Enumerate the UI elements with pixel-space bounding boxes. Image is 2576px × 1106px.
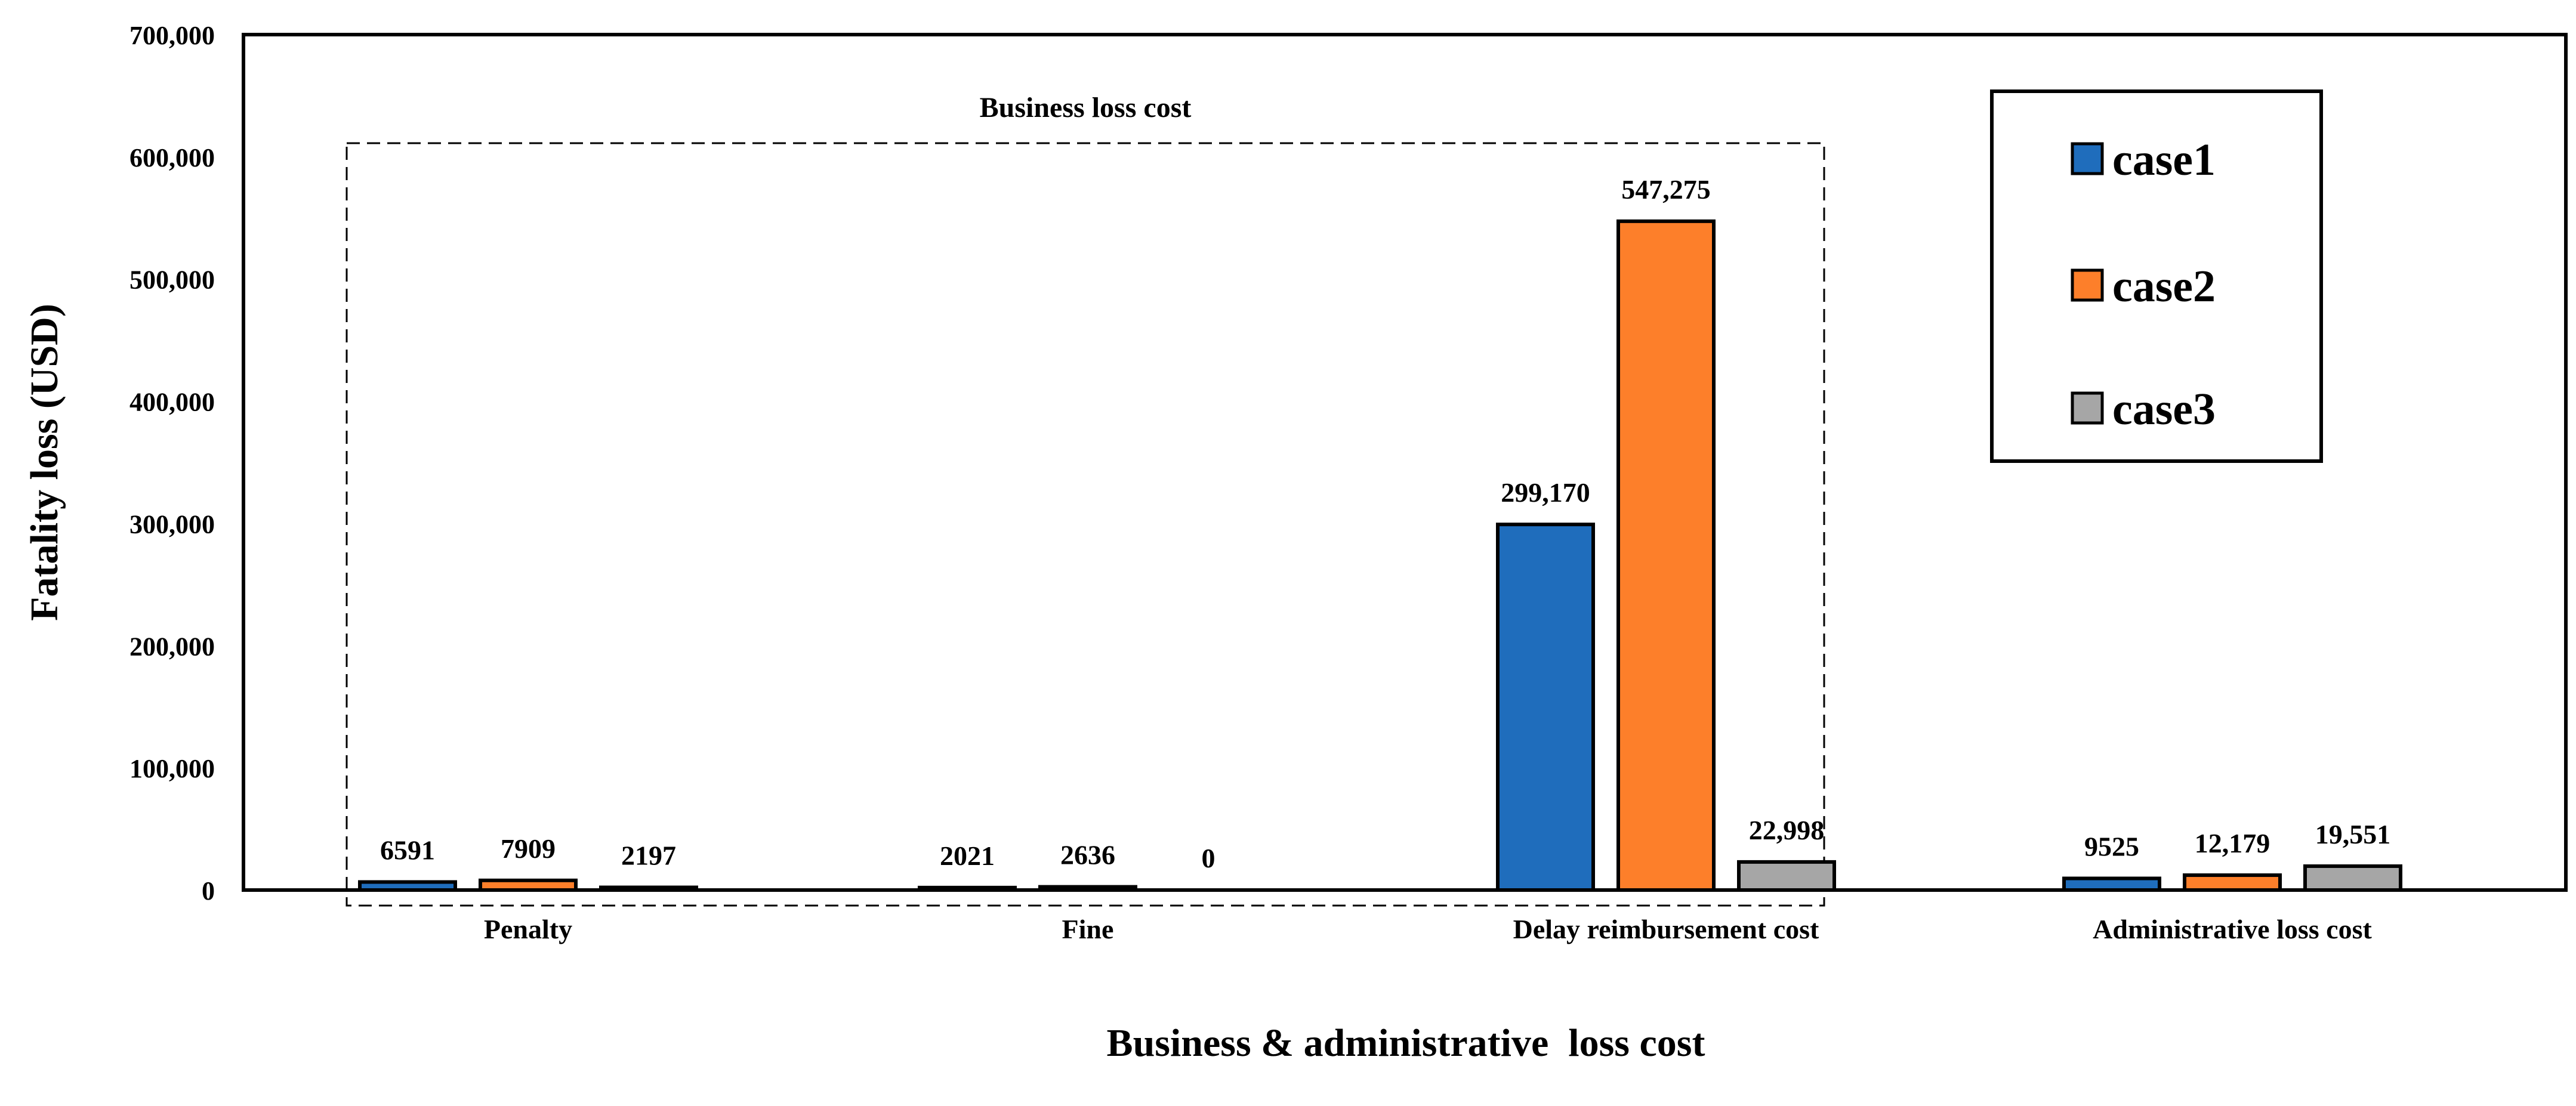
- x-category-label: Delay reimbursement cost: [1513, 914, 1819, 944]
- x-category-label: Fine: [1062, 914, 1114, 944]
- data-label-case2: 547,275: [1621, 174, 1711, 205]
- data-label-case1: 6591: [380, 835, 435, 865]
- legend: case1 case2 case3: [1990, 89, 2323, 463]
- bar-case1: [2062, 876, 2161, 892]
- legend-frame: [1990, 89, 2323, 463]
- y-tick-label: 0: [202, 876, 215, 906]
- y-axis-ticks: 0 100,000 200,000 300,000 400,000 500,000 600,…: [129, 21, 215, 906]
- business-loss-group-label: Business loss cost: [980, 92, 1192, 123]
- data-label-case1: 9525: [2084, 831, 2139, 861]
- y-tick-label: 300,000: [129, 509, 215, 539]
- y-tick-label: 600,000: [129, 143, 215, 172]
- x-category-label: Administrative loss cost: [2093, 914, 2372, 944]
- bars: [358, 219, 2402, 892]
- data-label-case1: 2021: [940, 841, 995, 871]
- bar-case2: [1038, 885, 1137, 892]
- bar-case2: [1616, 219, 1716, 892]
- bar-case1: [358, 880, 457, 892]
- y-tick-label: 500,000: [129, 265, 215, 295]
- bar-case3: [1737, 860, 1836, 892]
- y-tick-label: 200,000: [129, 632, 215, 661]
- data-label-case2: 7909: [501, 833, 556, 864]
- x-category-label: Penalty: [484, 914, 572, 944]
- data-label-case1: 299,170: [1501, 477, 1590, 508]
- y-tick-label: 700,000: [129, 21, 215, 50]
- legend-swatch-case3: [2071, 391, 2104, 425]
- bar-case2: [2183, 873, 2282, 892]
- legend-label-case1: case1: [2112, 135, 2216, 185]
- bar-case1: [918, 885, 1017, 892]
- bar-case2: [479, 878, 578, 892]
- y-tick-label: 400,000: [129, 388, 215, 417]
- data-labels: 6591 7909 2197 2021 2636 0 299,170 547,275 22,99…: [380, 174, 2390, 873]
- data-label-case3: 19,551: [2315, 819, 2391, 849]
- data-label-case2: 12,179: [2195, 828, 2270, 858]
- legend-label-case2: case2: [2112, 261, 2216, 311]
- legend-swatch-case2: [2071, 268, 2104, 302]
- data-label-case2: 2636: [1060, 840, 1115, 870]
- y-tick-label: 100,000: [129, 754, 215, 783]
- legend-swatch-case1: [2071, 142, 2104, 175]
- x-axis-title: Business & administrative loss cost: [1107, 1021, 1705, 1065]
- bar-case3: [599, 885, 698, 892]
- bar-case3: [2303, 864, 2402, 892]
- data-label-case3: 2197: [621, 840, 676, 870]
- x-axis-categories: Penalty Fine Delay reimbursement cost Admin…: [484, 914, 2373, 944]
- bar-case1: [1496, 523, 1595, 892]
- legend-label-case3: case3: [2112, 384, 2216, 434]
- business-loss-group-box: [345, 142, 1825, 907]
- y-axis-title: Fatality loss (USD): [23, 304, 66, 621]
- data-label-case3: 0: [1202, 843, 1215, 873]
- data-label-case3: 22,998: [1749, 815, 1825, 845]
